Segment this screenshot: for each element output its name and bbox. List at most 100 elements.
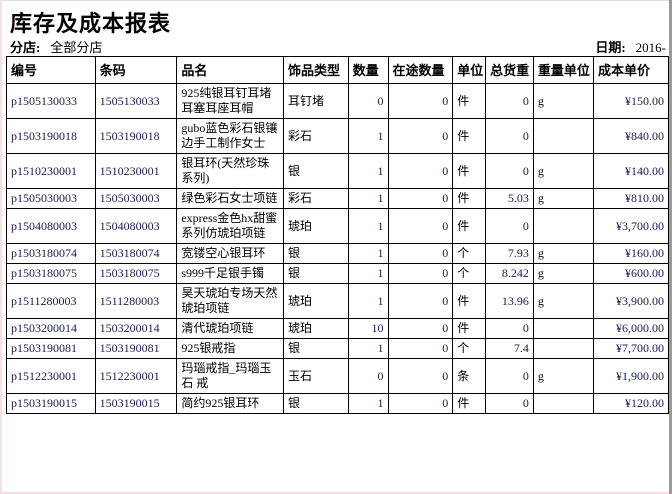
cell: 1 [347, 118, 389, 154]
cell: 0 [485, 358, 534, 394]
cell [532, 318, 595, 339]
report-meta: 分店: 全部分店 日期: 2016- [2, 37, 670, 55]
cell: ¥840.00 [593, 118, 669, 154]
cell: 琥珀 [283, 318, 349, 339]
cell [532, 208, 595, 244]
cell: ¥600.00 [593, 263, 669, 284]
cell: 件 [452, 153, 487, 189]
cell: 彩石 [283, 118, 349, 154]
cell: 1 [347, 208, 389, 244]
cell: ¥7,700.00 [593, 338, 669, 359]
cell: 7.93 [485, 243, 534, 264]
cell: 0 [387, 263, 454, 284]
cell: 银耳环(天然珍珠系列) [176, 153, 285, 189]
cell: 件 [452, 188, 487, 209]
cell: 1 [347, 338, 389, 359]
cell: p1503180074 [6, 243, 96, 264]
cell: 0 [347, 83, 389, 119]
table-row: p1503190015 1503190015 简约925银耳环银 1 0 件 0 ¥120.0… [6, 393, 669, 414]
table-row: p1503190018 1503190018 gubo蓝色彩石银镶边手工制作女士 彩石… [6, 118, 669, 154]
cell: ¥140.00 [593, 153, 669, 189]
table-row: p1505130033 1505130033 925纯银耳钉耳堵耳塞耳座耳帽 耳钉堵 0… [6, 83, 669, 119]
cell: 0 [485, 83, 534, 119]
window-right-edge [669, 0, 672, 494]
column-header: 饰品类型 [283, 56, 349, 84]
cell: 0 [387, 338, 454, 359]
cell: 琥珀 [283, 283, 349, 319]
cell: 银 [283, 153, 349, 189]
cell: 个 [452, 338, 487, 359]
cell: p1511280003 [6, 283, 96, 319]
column-header: 在途数量 [387, 56, 454, 84]
date-field: 日期: 2016- [595, 37, 666, 56]
cell: 玛瑙戒指_玛瑙玉石 戒 [176, 358, 285, 394]
cell: p1505030003 [6, 188, 96, 209]
cell: 0 [347, 358, 389, 394]
cell: 1505030003 [94, 188, 178, 209]
cell: 彩石 [283, 188, 349, 209]
cell: p1510230001 [6, 153, 96, 189]
cell [532, 338, 595, 359]
cell: 1 [347, 243, 389, 264]
cell: 0 [387, 243, 454, 264]
cell: 1 [347, 393, 389, 414]
page-title: 库存及成本报表 [10, 11, 172, 36]
cell: 0 [387, 358, 454, 394]
cell: 1505130033 [94, 83, 178, 119]
cell: 0 [485, 208, 534, 244]
cell: 1503190018 [94, 118, 178, 154]
column-header: 数量 [347, 56, 389, 84]
cell: 0 [485, 118, 534, 154]
cell: g [532, 83, 595, 119]
branch-value: 全部分店 [50, 40, 103, 55]
cell: 银 [283, 263, 349, 284]
cell: ¥3,700.00 [593, 208, 669, 244]
cell: 件 [452, 318, 487, 339]
table-row: p1510230001 1510230001 银耳环(天然珍珠系列) 银 1 0 件 0 g ¥1… [6, 153, 669, 189]
cell: p1503190018 [6, 118, 96, 154]
table-row: p1504080003 1504080003 express金色hx甜蜜系列仿琥珀项… [6, 208, 669, 244]
cell: 耳钉堵 [283, 83, 349, 119]
cell: 0 [485, 393, 534, 414]
cell [532, 118, 595, 154]
cell: 0 [485, 318, 534, 339]
cell: 1511280003 [94, 283, 178, 319]
cell: 件 [452, 118, 487, 154]
cell: 玉石 [283, 358, 349, 394]
column-header: 单位 [452, 56, 487, 84]
cell: 0 [387, 188, 454, 209]
column-header: 编号 [6, 56, 96, 84]
cell: 件 [452, 208, 487, 244]
cell: 1 [347, 263, 389, 284]
cell: 1512230001 [94, 358, 178, 394]
cell: 1503180075 [94, 263, 178, 284]
cell: 1503200014 [94, 318, 178, 339]
cell: gubo蓝色彩石银镶边手工制作女士 [176, 118, 285, 154]
cell: 清代琥珀项链 [176, 318, 285, 339]
cell: p1505130033 [6, 83, 96, 119]
cell: ¥1,900.00 [593, 358, 669, 394]
cell: p1512230001 [6, 358, 96, 394]
cell: 10 [347, 318, 389, 339]
cell: 绿色彩石女士项链 [176, 188, 285, 209]
cell: express金色hx甜蜜系列仿琥珀项链 [176, 208, 285, 244]
cell: g [532, 153, 595, 189]
cell: 8.242 [485, 263, 534, 284]
column-header: 成本单价 [593, 56, 669, 84]
inventory-table: 编号 条码 品名 饰品类型 数量 在途数量 单位 总货重 重量单位 成本单价 p150513003… [6, 56, 669, 414]
cell: s999千足银手镯 [176, 263, 285, 284]
table-row: p1511280003 1511280003 昊天琥珀专场天然 琥珀项链 琥珀 1 0 件 1… [6, 283, 669, 319]
branch-label: 分店: [10, 40, 41, 55]
cell: 5.03 [485, 188, 534, 209]
cell: 1504080003 [94, 208, 178, 244]
cell: 件 [452, 83, 487, 119]
cell: 件 [452, 283, 487, 319]
cell: 1 [347, 188, 389, 209]
cell: 条 [452, 358, 487, 394]
table-row: p1503200014 1503200014 清代琥珀项链 琥珀 10 0 件 0 ¥6,000… [6, 318, 669, 339]
cell: ¥6,000.00 [593, 318, 669, 339]
cell: g [532, 263, 595, 284]
cell: p1503180075 [6, 263, 96, 284]
cell: 925纯银耳钉耳堵耳塞耳座耳帽 [176, 83, 285, 119]
